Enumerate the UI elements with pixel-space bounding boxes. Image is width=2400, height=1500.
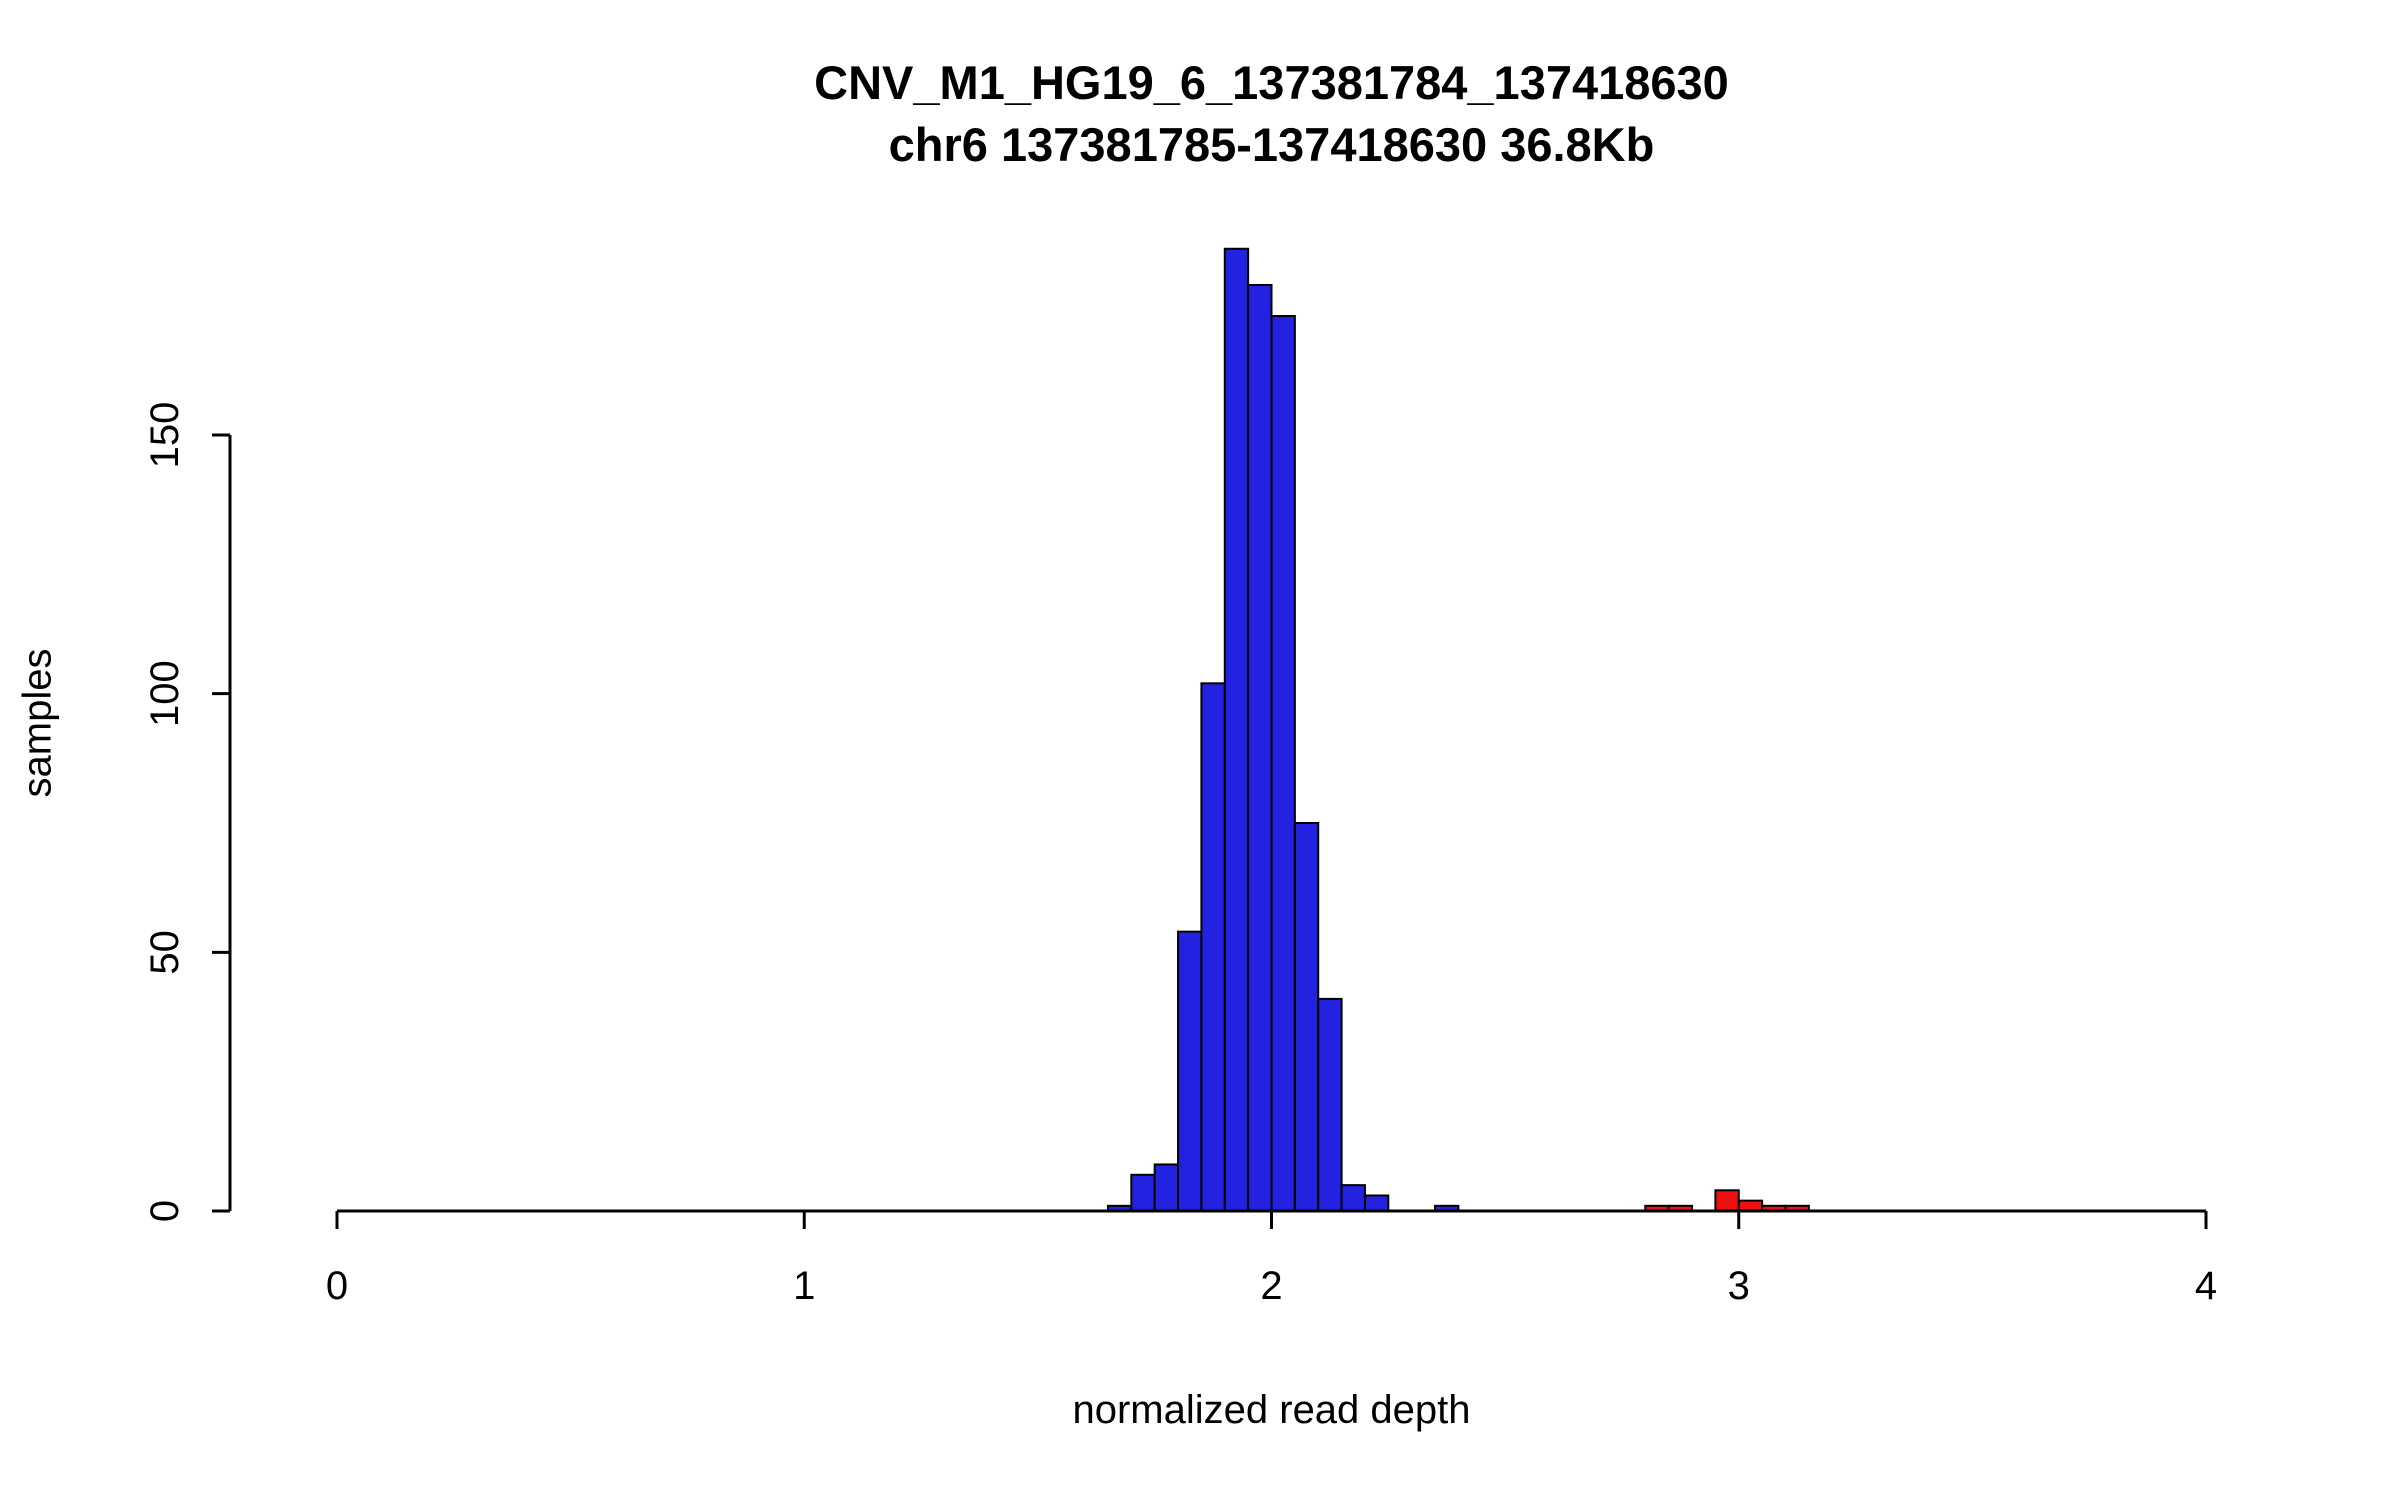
histogram-bar — [1317, 997, 1343, 1212]
histogram-bar — [1130, 1173, 1156, 1212]
histogram-bar — [1737, 1199, 1764, 1212]
x-tick-label: 4 — [2195, 1264, 2217, 1308]
histogram-bar — [1177, 930, 1203, 1212]
y-tick-label: 50 — [143, 930, 187, 975]
chart-title-line2: chr6 137381785-137418630 36.8Kb — [888, 118, 1655, 171]
y-tick-label: 150 — [143, 402, 187, 469]
chart-title-line1: CNV_M1_HG19_6_137381784_137418630 — [814, 56, 1729, 109]
histogram-bar — [1340, 1184, 1366, 1212]
histogram-bar — [1247, 283, 1273, 1212]
x-tick-label: 0 — [326, 1264, 348, 1308]
histogram-bar — [1293, 822, 1320, 1212]
histogram-bar — [1270, 315, 1296, 1213]
histogram-bar — [1153, 1163, 1180, 1212]
x-tick-label: 2 — [1260, 1264, 1282, 1308]
y-tick-label: 0 — [143, 1200, 187, 1222]
x-tick-label: 1 — [793, 1264, 815, 1308]
chart-title: CNV_M1_HG19_6_137381784_137418630 chr6 1… — [337, 52, 2206, 176]
y-tick-label: 100 — [143, 660, 187, 727]
x-axis-title: normalized read depth — [1072, 1388, 1471, 1432]
x-tick-label: 3 — [1728, 1264, 1750, 1308]
histogram-bar — [1363, 1194, 1390, 1212]
histogram-bar — [1223, 247, 1250, 1212]
histogram-bar — [1714, 1189, 1740, 1212]
histogram-bar — [1200, 682, 1226, 1212]
